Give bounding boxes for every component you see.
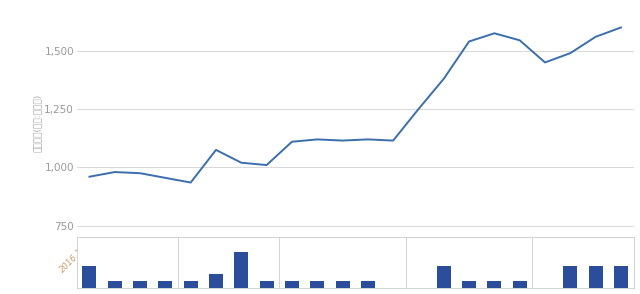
Bar: [437, 266, 451, 288]
Bar: [83, 266, 97, 288]
Bar: [209, 274, 223, 288]
Bar: [285, 281, 299, 288]
Bar: [260, 281, 273, 288]
Bar: [184, 281, 198, 288]
Bar: [488, 281, 501, 288]
Bar: [462, 281, 476, 288]
Bar: [563, 266, 577, 288]
Bar: [108, 281, 122, 288]
Bar: [589, 266, 603, 288]
Bar: [234, 252, 248, 288]
Bar: [159, 281, 172, 288]
Bar: [614, 266, 628, 288]
Bar: [513, 281, 527, 288]
Bar: [310, 281, 324, 288]
Bar: [335, 281, 349, 288]
Y-axis label: 거래금액(단위:백만원): 거래금액(단위:백만원): [33, 94, 42, 152]
Bar: [133, 281, 147, 288]
Bar: [361, 281, 375, 288]
